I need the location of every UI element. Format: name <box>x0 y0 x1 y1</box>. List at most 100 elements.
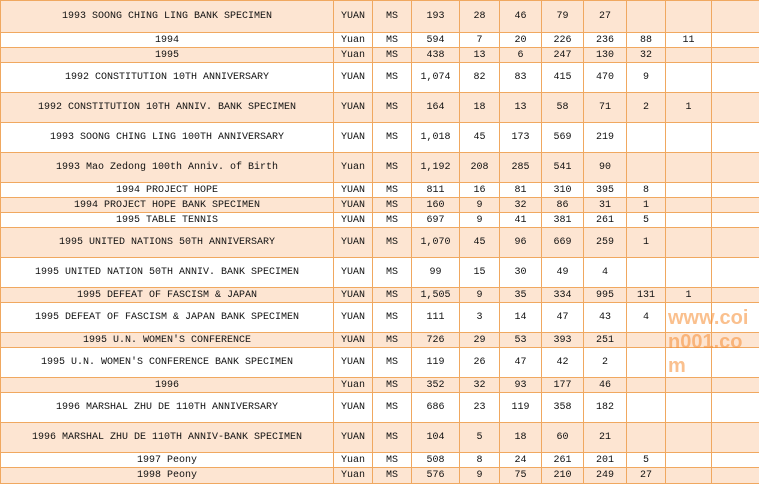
count-cell: 5 <box>460 423 500 453</box>
unit-cell: Yuan <box>334 33 373 48</box>
count-cell <box>627 1 666 33</box>
total-cell: 686 <box>412 393 460 423</box>
count-cell: 334 <box>542 288 584 303</box>
grade-cell: MS <box>373 213 412 228</box>
name-cell: 1996 MARSHAL ZHU DE 110TH ANNIVERSARY <box>1 393 334 423</box>
count-cell: 6 <box>500 48 542 63</box>
count-cell: 259 <box>584 228 627 258</box>
count-cell: 29 <box>460 333 500 348</box>
count-cell <box>712 378 759 393</box>
name-cell: 1995 UNITED NATION 50TH ANNIV. BANK SPEC… <box>1 258 334 288</box>
unit-cell: YUAN <box>334 123 373 153</box>
count-cell: 18 <box>460 93 500 123</box>
count-cell: 49 <box>542 258 584 288</box>
total-cell: 1,505 <box>412 288 460 303</box>
total-cell: 104 <box>412 423 460 453</box>
count-cell: 9 <box>627 63 666 93</box>
count-cell <box>627 123 666 153</box>
total-cell: 811 <box>412 183 460 198</box>
count-cell: 7 <box>460 33 500 48</box>
unit-cell: YUAN <box>334 198 373 213</box>
total-cell: 438 <box>412 48 460 63</box>
name-cell: 1995 TABLE TENNIS <box>1 213 334 228</box>
count-cell: 28 <box>460 1 500 33</box>
unit-cell: Yuan <box>334 378 373 393</box>
total-cell: 99 <box>412 258 460 288</box>
count-cell: 47 <box>500 348 542 378</box>
count-cell: 32 <box>500 198 542 213</box>
total-cell: 594 <box>412 33 460 48</box>
count-cell <box>712 288 759 303</box>
count-cell: 541 <box>542 153 584 183</box>
unit-cell: YUAN <box>334 348 373 378</box>
name-cell: 1993 SOONG CHING LING BANK SPECIMEN <box>1 1 334 33</box>
count-cell: 14 <box>500 303 542 333</box>
count-cell: 58 <box>542 93 584 123</box>
table-row: 1995 U.N. WOMEN'S CONFERENCE BANK SPECIM… <box>1 348 759 378</box>
count-cell <box>712 123 759 153</box>
total-cell: 193 <box>412 1 460 33</box>
count-cell <box>666 468 712 484</box>
count-cell <box>627 378 666 393</box>
name-cell: 1996 <box>1 378 334 393</box>
count-cell: 71 <box>584 93 627 123</box>
count-cell: 1 <box>627 198 666 213</box>
count-cell: 173 <box>500 123 542 153</box>
name-cell: 1994 PROJECT HOPE <box>1 183 334 198</box>
total-cell: 1,018 <box>412 123 460 153</box>
count-cell: 381 <box>542 213 584 228</box>
count-cell: 24 <box>500 453 542 468</box>
count-cell: 81 <box>500 183 542 198</box>
count-cell: 251 <box>584 333 627 348</box>
grade-cell: MS <box>373 93 412 123</box>
grade-cell: MS <box>373 153 412 183</box>
count-cell: 27 <box>627 468 666 484</box>
grade-cell: MS <box>373 33 412 48</box>
grade-cell: MS <box>373 228 412 258</box>
grade-cell: MS <box>373 1 412 33</box>
count-cell <box>712 303 759 333</box>
count-cell: 210 <box>542 468 584 484</box>
count-cell: 201 <box>584 453 627 468</box>
name-cell: 1993 Mao Zedong 100th Anniv. of Birth <box>1 153 334 183</box>
count-cell <box>712 333 759 348</box>
name-cell: 1998 Peony <box>1 468 334 484</box>
unit-cell: YUAN <box>334 333 373 348</box>
count-cell: 41 <box>500 213 542 228</box>
count-cell: 60 <box>542 423 584 453</box>
grade-cell: MS <box>373 48 412 63</box>
count-cell: 13 <box>460 48 500 63</box>
total-cell: 111 <box>412 303 460 333</box>
grade-cell: MS <box>373 393 412 423</box>
table-row: 1995 DEFEAT OF FASCISM & JAPAN BANK SPEC… <box>1 303 759 333</box>
unit-cell: YUAN <box>334 423 373 453</box>
count-cell: 1 <box>666 93 712 123</box>
total-cell: 119 <box>412 348 460 378</box>
count-cell: 32 <box>460 378 500 393</box>
count-cell <box>666 393 712 423</box>
total-cell: 160 <box>412 198 460 213</box>
count-cell <box>712 468 759 484</box>
grade-cell: MS <box>373 258 412 288</box>
total-cell: 1,070 <box>412 228 460 258</box>
count-cell: 226 <box>542 33 584 48</box>
grade-cell: MS <box>373 288 412 303</box>
total-cell: 726 <box>412 333 460 348</box>
count-cell: 79 <box>542 1 584 33</box>
grade-cell: MS <box>373 198 412 213</box>
count-cell: 261 <box>542 453 584 468</box>
count-cell <box>666 63 712 93</box>
count-cell: 8 <box>460 453 500 468</box>
count-cell: 5 <box>627 213 666 228</box>
count-cell: 9 <box>460 468 500 484</box>
count-cell: 285 <box>500 153 542 183</box>
count-cell: 395 <box>584 183 627 198</box>
